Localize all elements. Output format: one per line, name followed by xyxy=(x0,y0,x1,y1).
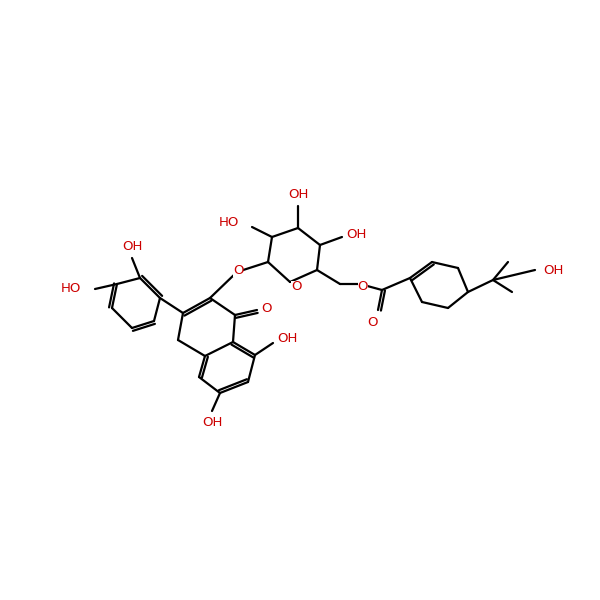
Text: OH: OH xyxy=(288,187,308,200)
Text: OH: OH xyxy=(277,332,297,346)
Text: OH: OH xyxy=(346,229,366,241)
Text: O: O xyxy=(233,263,243,277)
Text: OH: OH xyxy=(122,239,142,253)
Text: OH: OH xyxy=(543,263,563,277)
Text: O: O xyxy=(291,280,301,293)
Text: O: O xyxy=(367,316,377,329)
Text: HO: HO xyxy=(61,283,81,295)
Text: O: O xyxy=(358,280,368,292)
Text: OH: OH xyxy=(202,416,222,430)
Text: O: O xyxy=(262,301,272,314)
Text: HO: HO xyxy=(218,217,239,229)
